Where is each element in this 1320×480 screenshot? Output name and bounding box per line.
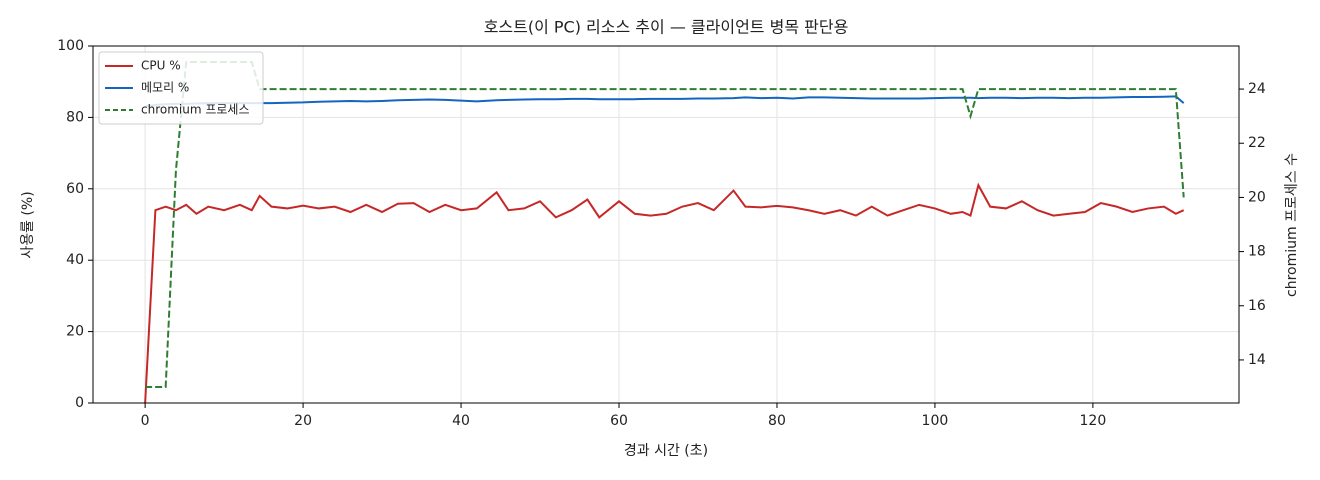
y-tick-label: 0: [75, 395, 84, 411]
legend-label: chromium 프로세스: [141, 103, 250, 117]
y2-tick-label: 18: [1248, 244, 1266, 260]
y2-axis-label: chromium 프로세스 수: [1284, 153, 1300, 297]
x-axis-label: 경과 시간 (초): [624, 443, 708, 459]
legend-label: 메모리 %: [141, 81, 189, 95]
data-line: [144, 182, 1185, 403]
y2-tick-label: 16: [1248, 298, 1266, 314]
y2-tick-label: 20: [1248, 189, 1266, 205]
plot-frame: [92, 45, 1240, 404]
x-tick-label: 60: [610, 413, 628, 429]
y-tick-label: 80: [66, 109, 84, 125]
y2-tick-label: 22: [1248, 135, 1266, 151]
y2-tick-label: 14: [1248, 352, 1266, 368]
y-tick-label: 40: [66, 252, 84, 268]
x-tick-label: 100: [922, 413, 949, 429]
x-tick-label: 0: [141, 413, 150, 429]
x-tick-label: 20: [294, 413, 312, 429]
data-line: [144, 95, 1185, 108]
legend-label: CPU %: [141, 59, 181, 73]
x-tick-label: 80: [768, 413, 786, 429]
legend-box: [98, 51, 264, 125]
y-tick-label: 100: [57, 38, 84, 54]
plot-lines: [144, 60, 1185, 403]
x-tick-label: 120: [1080, 413, 1107, 429]
y-tick-label: 20: [66, 324, 84, 340]
x-tick-label: 40: [452, 413, 470, 429]
data-line: [145, 60, 1185, 389]
y-axis-label: 사용률 (%): [20, 191, 36, 258]
y-tick-label: 60: [66, 181, 84, 197]
legend: CPU % 메모리 % chromium 프로세스: [98, 51, 264, 125]
chart-title: 호스트(이 PC) 리소스 추이 — 클라이언트 병목 판단용: [484, 18, 849, 37]
y2-tick-label: 24: [1248, 81, 1266, 97]
